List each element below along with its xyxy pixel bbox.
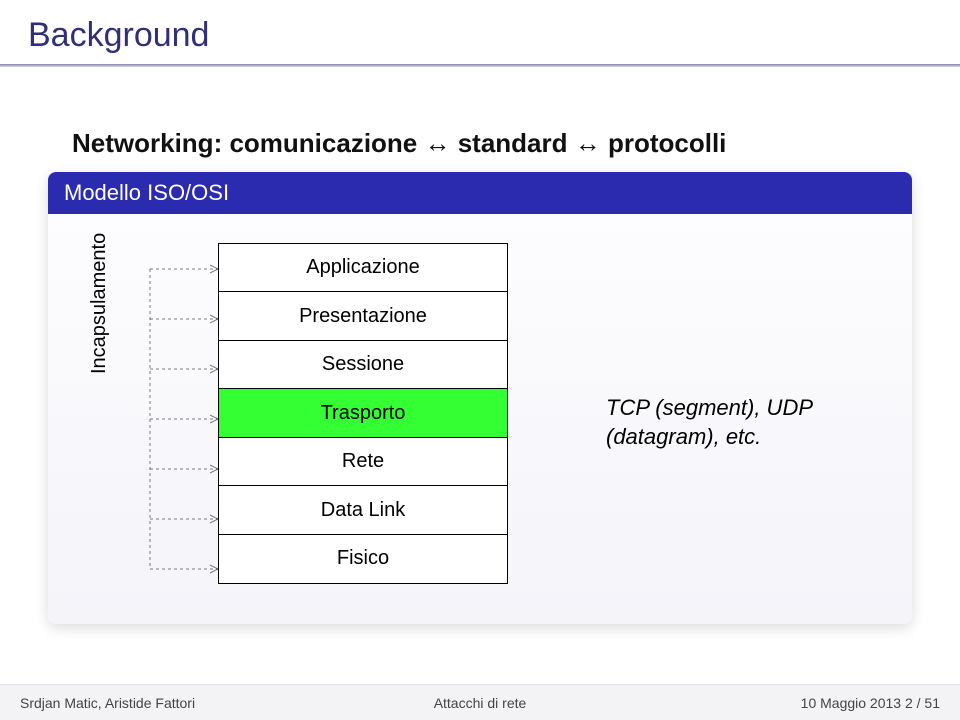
footer: Srdjan Matic, Aristide Fattori Attacchi … [0,684,960,720]
annotation-line1: TCP (segment), UDP [606,394,813,423]
osi-layer: Presentazione [218,291,508,341]
block-body: Incapsulamento ApplicazionePresentazione… [48,214,912,624]
osi-layer: Rete [218,437,508,487]
osi-layer: Trasporto [218,388,508,438]
annotation-line2: (datagram), etc. [606,423,813,452]
osi-layer: Data Link [218,485,508,535]
osi-stack: ApplicazionePresentazioneSessioneTraspor… [218,244,508,584]
osi-layer: Fisico [218,534,508,584]
slide: Background Networking: comunicazione ↔ s… [0,0,960,720]
block-title: Modello ISO/OSI [48,172,912,214]
osi-layer: Applicazione [218,243,508,293]
title-underline [0,64,960,67]
model-block: Modello ISO/OSI Incapsulamento Applicazi… [48,172,912,624]
footer-date-page: 10 Maggio 2013 2 / 51 [801,695,940,711]
page-title: Background [28,16,209,55]
layer-annotation: TCP (segment), UDP (datagram), etc. [606,394,813,451]
encapsulation-arrows [140,244,218,594]
footer-authors: Srdjan Matic, Aristide Fattori [20,695,195,711]
osi-layer: Sessione [218,340,508,390]
encapsulation-label: Incapsulamento [88,233,111,374]
heading: Networking: comunicazione ↔ standard ↔ p… [72,128,726,159]
